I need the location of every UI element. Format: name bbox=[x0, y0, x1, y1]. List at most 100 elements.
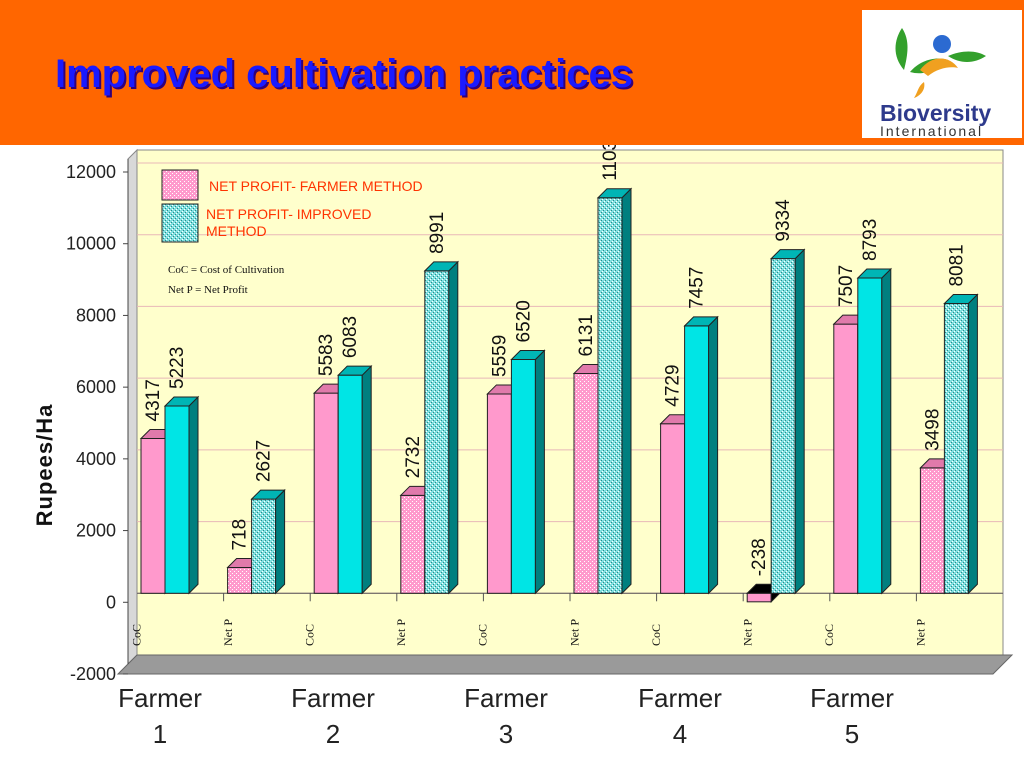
bar-improved-method-top bbox=[943, 294, 979, 305]
bar-improved-method-front bbox=[684, 325, 710, 594]
data-label-improved: 8793 bbox=[860, 219, 881, 261]
bar-farmer-method-front bbox=[227, 567, 253, 594]
y-tick-label: 8000 bbox=[76, 305, 116, 325]
category-label: Net P bbox=[914, 619, 928, 646]
farmer-group-label: Farmer 2 bbox=[291, 683, 375, 749]
data-label-farmer: 3498 bbox=[922, 409, 943, 451]
bar-chart: 12000 10000 8000 6000 4000 2000 0 -2000 Rupees/H… bbox=[32, 145, 1014, 684]
bar-improved-method bbox=[943, 293, 979, 595]
data-label-farmer: 4317 bbox=[143, 379, 164, 421]
bar-improved-method-top bbox=[596, 188, 633, 199]
data-label-improved: 6520 bbox=[513, 300, 534, 342]
data-label-farmer: 2732 bbox=[403, 436, 424, 478]
y-tick-label: -2000 bbox=[70, 664, 116, 684]
bar-improved-method bbox=[596, 187, 633, 595]
bar-farmer-method-front bbox=[833, 323, 859, 594]
bar-improved-method bbox=[423, 260, 460, 595]
bar-improved-method-front bbox=[510, 358, 536, 594]
y-tick-label: 12000 bbox=[66, 162, 116, 182]
bar-farmer-method-front bbox=[486, 393, 512, 594]
logo-subtitle: International bbox=[880, 123, 984, 139]
data-label-farmer: 4729 bbox=[663, 364, 684, 406]
bar-improved-method-top bbox=[769, 249, 806, 260]
data-label-improved: 8081 bbox=[946, 244, 967, 286]
legend-swatch-improved bbox=[161, 203, 199, 243]
chart-floor bbox=[116, 654, 1014, 675]
bar-improved-method-top bbox=[336, 365, 373, 376]
bar-improved-method bbox=[683, 315, 719, 595]
farmer-group-label: Farmer 1 bbox=[118, 683, 202, 749]
category-label: CoC bbox=[476, 624, 490, 646]
bar-improved-method-side bbox=[448, 260, 459, 595]
data-label-farmer: -238 bbox=[749, 538, 770, 576]
bar-improved-method-side bbox=[275, 488, 286, 595]
category-label: CoC bbox=[822, 624, 836, 646]
y-axis-label: Rupees/Ha bbox=[32, 404, 57, 527]
chart-side-wall bbox=[127, 148, 138, 666]
category-label: Net P bbox=[741, 619, 755, 646]
slide-title: Improved cultivation practices bbox=[55, 52, 633, 96]
data-label-farmer: 6131 bbox=[576, 314, 597, 356]
bar-improved-method-top bbox=[250, 489, 286, 500]
bar-improved-method bbox=[250, 488, 286, 595]
bar-improved-method bbox=[510, 349, 546, 595]
bar-improved-method-side bbox=[621, 187, 632, 595]
bar-improved-method-top bbox=[163, 396, 200, 407]
farmer-group-label: Farmer 4 bbox=[638, 683, 722, 749]
y-tick-label: 10000 bbox=[66, 234, 116, 254]
data-label-improved: 8991 bbox=[427, 212, 448, 254]
bar-improved-method-front bbox=[597, 197, 623, 594]
logo-name: Bioversity bbox=[880, 100, 992, 126]
farmer-group-label: Farmer 5 bbox=[810, 683, 894, 749]
bar-improved-method-front bbox=[943, 303, 969, 594]
category-label: CoC bbox=[129, 624, 143, 646]
bar-improved-method-side bbox=[188, 395, 199, 595]
legend-swatch-farmer bbox=[161, 169, 199, 201]
category-label: CoC bbox=[303, 624, 317, 646]
bar-improved-method-top bbox=[510, 349, 546, 360]
bar-farmer-method-front bbox=[746, 592, 772, 603]
category-label: CoC bbox=[649, 624, 663, 646]
bar-farmer-method-front bbox=[919, 467, 945, 594]
legend-label-improved: NET PROFIT- IMPROVED METHOD bbox=[206, 206, 371, 239]
slide-header: Improved cultivation practices bbox=[0, 0, 1024, 145]
bar-improved-method bbox=[336, 364, 373, 595]
category-label: Net P bbox=[221, 619, 235, 646]
data-label-improved: 7457 bbox=[687, 267, 708, 309]
data-label-improved: 11031 bbox=[600, 145, 621, 181]
data-label-farmer: 7507 bbox=[836, 265, 857, 307]
chart-note: Net P = Net Profit bbox=[168, 284, 248, 296]
bar-improved-method-top bbox=[856, 268, 893, 279]
legend-label-farmer: NET PROFIT- FARMER METHOD bbox=[209, 178, 423, 194]
bar-improved-method-top bbox=[683, 316, 719, 327]
bar-improved-method-front bbox=[164, 405, 190, 594]
bar-farmer-method-front bbox=[140, 437, 166, 594]
category-label: Net P bbox=[394, 619, 408, 646]
data-label-improved: 6083 bbox=[340, 316, 361, 358]
bar-improved-method-front bbox=[857, 277, 883, 594]
bar-improved-method-side bbox=[361, 364, 372, 595]
bar-farmer-method-front bbox=[660, 423, 686, 594]
bar-improved-method-front bbox=[251, 498, 277, 594]
data-label-farmer: 5559 bbox=[489, 335, 510, 377]
bar-improved-method-side bbox=[534, 349, 545, 595]
data-label-farmer: 718 bbox=[230, 519, 251, 551]
bar-improved-method-top bbox=[423, 261, 460, 272]
bar-improved-method bbox=[769, 248, 806, 595]
bar-improved-method-side bbox=[967, 293, 978, 595]
y-tick-label: 4000 bbox=[76, 449, 116, 469]
bioversity-logo bbox=[862, 10, 1022, 138]
bioversity-leaf-figure-icon bbox=[895, 28, 986, 98]
farmer-group-label: Farmer 3 bbox=[464, 683, 548, 749]
bar-improved-method-front bbox=[770, 258, 796, 594]
bar-improved-method bbox=[856, 267, 893, 595]
bar-improved-method-side bbox=[708, 315, 719, 595]
y-tick-label: 0 bbox=[106, 592, 116, 612]
y-tick-label: 2000 bbox=[76, 521, 116, 541]
bar-improved-method-side bbox=[794, 248, 805, 595]
bar-improved-method-front bbox=[337, 374, 363, 594]
data-label-improved: 2627 bbox=[254, 440, 275, 482]
bar-farmer-method-front bbox=[313, 392, 339, 594]
chart-note: CoC = Cost of Cultivation bbox=[168, 264, 285, 276]
y-tick-label: 6000 bbox=[76, 377, 116, 397]
